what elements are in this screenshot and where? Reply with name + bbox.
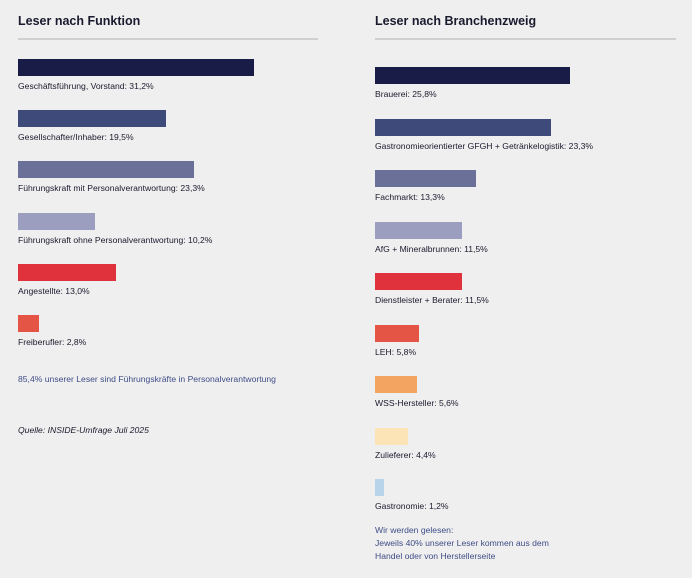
bar [375,427,409,445]
bar-label: LEH: 5,8% [375,346,417,357]
bar-label: Brauerei: 25,8% [375,89,437,99]
bar [18,263,117,281]
bar [375,273,462,290]
bar-label: Gesellschafter/Inhaber: 19,5% [18,132,134,143]
bar [18,161,195,179]
bar-label: WSS-Hersteller: 5,6% [375,398,459,408]
chart-title: Leser nach Funktion [18,14,141,28]
note-line: Jeweils 40% unserer Leser kommen aus dem [375,538,549,548]
bar-label: Geschäftsführung, Vorstand: 31,2% [18,81,154,91]
bar [375,479,385,496]
chart-note: 85,4% unserer Leser sind Führungskräfte … [18,374,276,384]
bar [375,67,570,84]
bar-label: Führungskraft mit Personalverantwortung:… [18,183,205,194]
bar [375,170,476,187]
bar-label: Freiberufler: 2,8% [18,337,87,347]
bar [375,118,552,136]
bar-label: Gastronomie: 1,2% [375,501,449,511]
bar-label: Gastronomieorientierter GFGH + Getränkel… [375,140,594,151]
bar-label: AfG + Mineralbrunnen: 11,5% [375,243,488,254]
bar-label: Führungskraft ohne Personalverantwortung… [18,234,213,245]
bar [18,315,40,332]
chart-note: Wir werden gelesen: Jeweils 40% unserer … [375,524,635,563]
chart-source: Quelle: INSIDE-Umfrage Juli 2025 [18,425,149,435]
bar-label: Zulieferer: 4,4% [375,449,436,460]
title-divider [375,38,676,40]
bar [18,59,254,76]
bar [18,212,96,230]
note-line: Wir werden gelesen: [375,525,454,535]
bar [375,221,462,239]
bar [18,110,166,128]
bar-label: Angestellte: 13,0% [18,285,90,296]
chart-title: Leser nach Branchenzweig [375,14,537,28]
title-divider [18,38,318,40]
note-line: Handel oder von Herstellerseite [375,551,496,561]
bar [375,376,418,393]
bar [375,324,419,342]
bar-label: Fachmarkt: 13,3% [375,192,445,202]
bar-label: Dienstleister + Berater: 11,5% [375,295,489,305]
